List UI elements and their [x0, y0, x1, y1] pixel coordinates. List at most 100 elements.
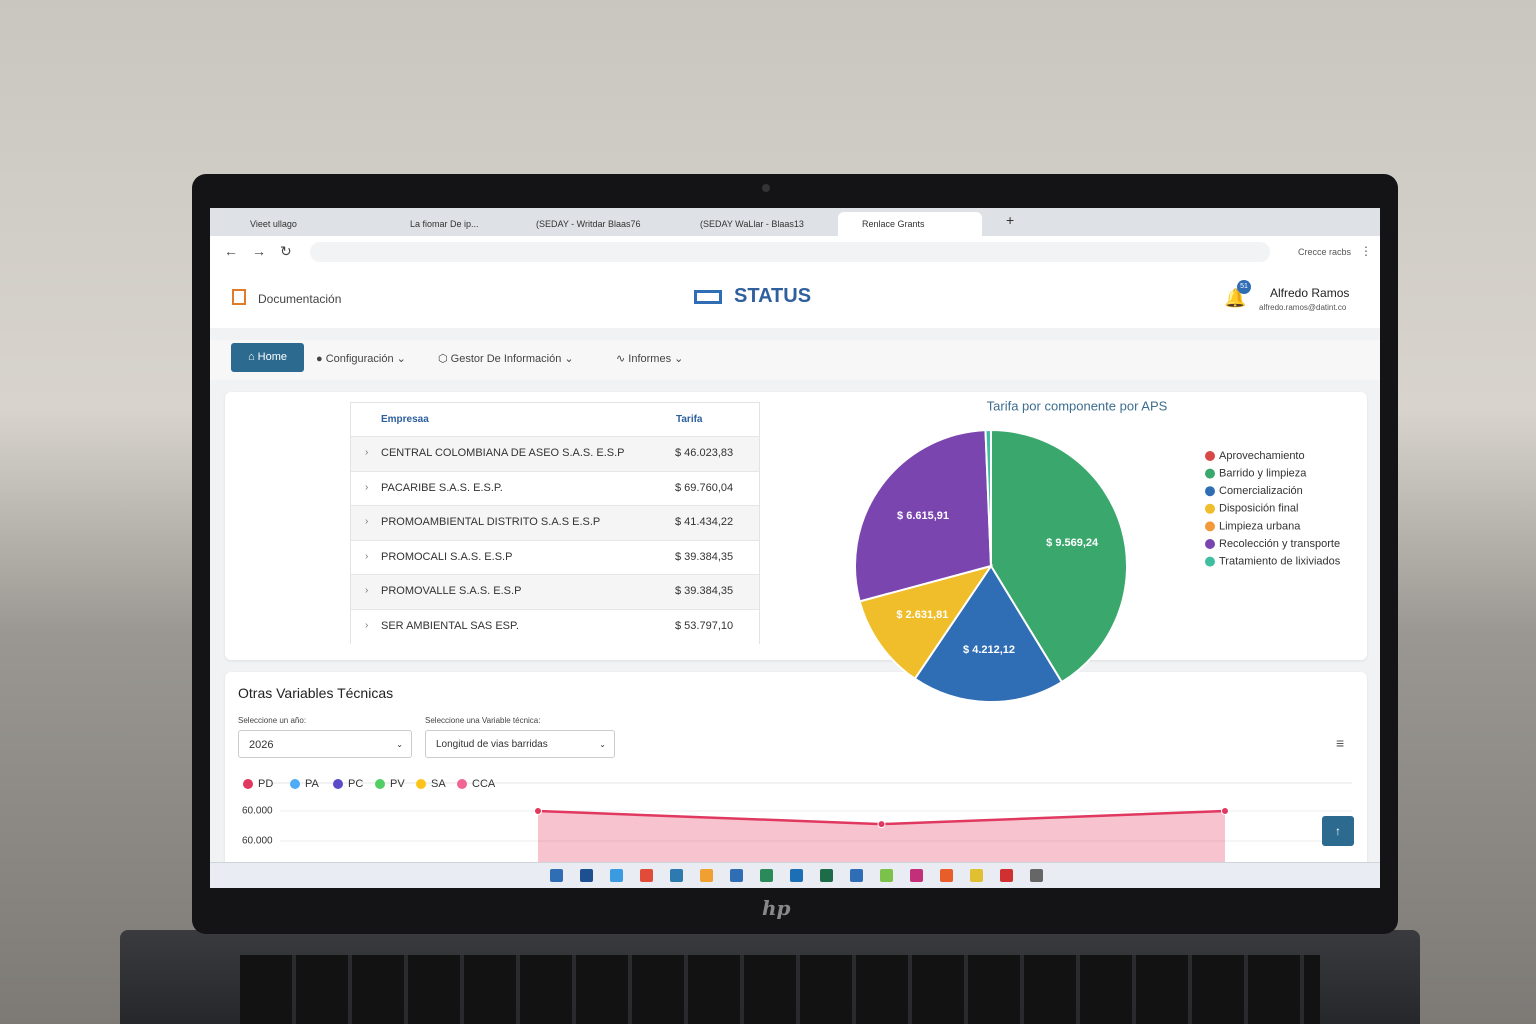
- taskbar-icon[interactable]: [910, 869, 923, 882]
- taskbar-icon[interactable]: [970, 869, 983, 882]
- tarifa-value: $ 39.384,35: [675, 550, 734, 563]
- year-label: Seleccione un año:: [238, 716, 307, 725]
- app-header: Documentación STATUS 🔔 51 Alfredo Ramos …: [210, 268, 1380, 328]
- tarifa-value: $ 46.023,83: [675, 447, 734, 459]
- taskbar-icon[interactable]: [820, 869, 833, 882]
- expand-icon[interactable]: ›: [365, 447, 369, 458]
- scroll-top-button[interactable]: ↑: [1322, 816, 1354, 846]
- taskbar-icon[interactable]: [1000, 869, 1013, 882]
- legend-swatch: [457, 779, 467, 789]
- legend-label: Recolección y transporte: [1219, 538, 1340, 550]
- browser-tab[interactable]: (SEDAY WaLlar - Blaas13: [700, 219, 804, 229]
- legend-swatch: [290, 779, 300, 789]
- expand-icon[interactable]: ›: [365, 516, 369, 527]
- series-point: [877, 820, 886, 829]
- slice-label: $ 4.212,12: [963, 644, 1015, 656]
- table-row[interactable]: [351, 608, 759, 644]
- nav-home[interactable]: ⌂ Home: [231, 343, 304, 372]
- legend-label: Barrido y limpieza: [1219, 468, 1307, 480]
- taskbar-icon[interactable]: [940, 869, 953, 882]
- logo-icon: [694, 290, 722, 304]
- address-bar: ←→↻ Crecce racbs ⋮: [210, 236, 1380, 269]
- table-row[interactable]: [351, 436, 759, 471]
- legend-label: Tratamiento de lixiviados: [1219, 556, 1341, 568]
- keyboard: [240, 955, 1320, 1024]
- logo-text[interactable]: STATUS: [734, 285, 812, 307]
- browser-tab[interactable]: (SEDAY - Writdar Blaas76: [536, 219, 641, 229]
- tarifa-value: $ 41.434,22: [675, 516, 734, 528]
- browser-tab[interactable]: Renlace Grants: [838, 212, 982, 236]
- taskbar-icon[interactable]: [730, 869, 743, 882]
- browser-tab[interactable]: La fiomar De ip...: [410, 219, 479, 229]
- nav-buttons[interactable]: ←→↻: [224, 243, 306, 259]
- taskbar-icon[interactable]: [1030, 869, 1043, 882]
- legend-swatch: [1205, 451, 1215, 461]
- profile-label[interactable]: Crecce racbs: [1298, 247, 1352, 257]
- series-point: [1221, 807, 1229, 815]
- taskbar-icon[interactable]: [550, 869, 563, 882]
- company-name: SER AMBIENTAL SAS ESP.: [381, 619, 519, 632]
- nav-label: Informes: [628, 353, 672, 365]
- notification-badge: 51: [1237, 280, 1251, 294]
- charts-layer: Tarifa por componente por APS $ 9.569,24 $…: [242, 398, 1352, 888]
- nav-label: Gestor De Información: [450, 353, 562, 365]
- nav-config[interactable]: ● Configuración ⌄: [316, 353, 406, 365]
- chart-title: Tarifa por componente por APS: [987, 398, 1168, 413]
- pie-slice: [984, 428, 992, 567]
- taskbar-icon[interactable]: [610, 869, 623, 882]
- legend-label: Aprovechamiento: [1219, 450, 1305, 462]
- table-row[interactable]: [351, 574, 759, 609]
- expand-icon[interactable]: ›: [365, 585, 369, 596]
- table-row[interactable]: [351, 505, 759, 540]
- tarifa-value: $ 53.797,10: [675, 619, 734, 632]
- taskbar-icon[interactable]: [880, 869, 893, 882]
- nav-informes[interactable]: ∿ Informes ⌄: [616, 353, 684, 365]
- year-select[interactable]: 2026 ⌄: [238, 730, 412, 758]
- legend-swatch: [1205, 468, 1215, 479]
- url-field[interactable]: [310, 242, 1270, 262]
- taskbar-icon[interactable]: [700, 869, 713, 882]
- nav-gestor[interactable]: ⬡ Gestor De Información ⌄: [438, 353, 574, 365]
- select-value: Longitud de vias barridas: [436, 739, 548, 750]
- taskbar-icon[interactable]: [850, 869, 863, 882]
- legend-swatch: [1205, 486, 1215, 497]
- doc-link[interactable]: Documentación: [258, 292, 342, 306]
- legend-swatch: [1205, 556, 1215, 567]
- company-name: PACARIBE S.A.S. E.S.P.: [381, 481, 503, 494]
- variable-label: Seleccione una Variable técnica:: [425, 716, 541, 725]
- taskbar-icon[interactable]: [760, 869, 773, 882]
- legend-label: SA: [431, 778, 446, 790]
- company-name: CENTRAL COLOMBIANA DE ASEO S.A.S. E.S.P: [381, 447, 625, 459]
- nav-label: Configuración: [325, 353, 394, 365]
- expand-icon[interactable]: ›: [365, 619, 369, 631]
- table-row[interactable]: [351, 470, 759, 506]
- browser-tab[interactable]: Vieet ullago: [250, 219, 297, 229]
- taskbar-icon[interactable]: [670, 869, 683, 882]
- user-name[interactable]: Alfredo Ramos: [1270, 286, 1350, 300]
- variable-select[interactable]: Longitud de vias barridas ⌄: [425, 730, 615, 758]
- select-value: 2026: [249, 739, 274, 751]
- webcam: [762, 184, 770, 192]
- taskbar-icon[interactable]: [580, 869, 593, 882]
- slice-label: $ 9.569,24: [1046, 537, 1099, 549]
- legend-label: PD: [258, 778, 273, 790]
- nav-label: Home: [257, 351, 288, 363]
- tarifa-table: Empresaa Tarifa › CENTRAL COLOMBIANA DE A…: [350, 402, 760, 644]
- chart-menu[interactable]: ≡: [1336, 735, 1345, 751]
- legend-label: Limpieza urbana: [1219, 520, 1301, 532]
- expand-icon[interactable]: ›: [365, 481, 369, 493]
- table-row[interactable]: [351, 539, 759, 575]
- new-tab[interactable]: +: [1006, 212, 1015, 228]
- taskbar-icon[interactable]: [790, 869, 803, 882]
- taskbar-icons: [550, 869, 1050, 883]
- doc-icon: [232, 289, 246, 305]
- brand-logo: hp: [762, 896, 791, 920]
- menu-button[interactable]: ⋮: [1360, 244, 1372, 258]
- tarifa-value: $ 69.760,04: [675, 481, 734, 494]
- taskbar-icon[interactable]: [640, 869, 653, 882]
- legend-label: PV: [390, 778, 405, 790]
- expand-icon[interactable]: ›: [365, 550, 369, 562]
- column-header: Empresaa: [381, 414, 429, 425]
